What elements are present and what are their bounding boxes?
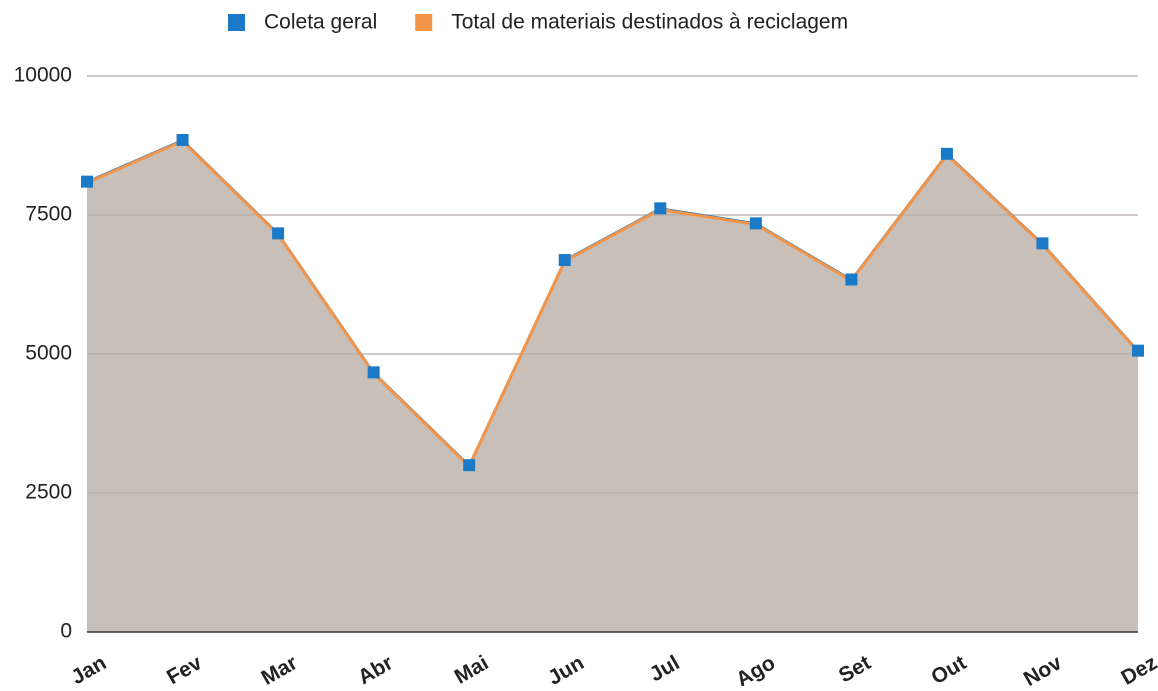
legend-swatch: [415, 14, 433, 31]
x-tick-label: Mai: [451, 651, 493, 686]
marker: [367, 366, 380, 379]
marker: [463, 459, 476, 472]
marker: [81, 175, 93, 188]
x-tick-label: Jun: [544, 651, 588, 686]
legend-label: Coleta geral: [264, 11, 377, 34]
area: [87, 141, 1138, 632]
x-tick-label: Set: [835, 651, 875, 686]
x-tick-label: Nov: [1020, 651, 1066, 686]
y-tick-label: 5000: [25, 342, 72, 365]
x-tick-label: Fev: [163, 651, 206, 686]
marker: [558, 254, 571, 267]
marker: [749, 217, 762, 230]
y-tick-label: 10000: [14, 64, 72, 87]
y-tick-label: 2500: [25, 481, 72, 504]
y-tick-label: 7500: [25, 203, 72, 226]
marker: [1132, 344, 1144, 357]
marker: [940, 147, 953, 160]
line: [86, 139, 1140, 469]
marker: [845, 273, 858, 286]
marker: [176, 133, 189, 146]
legend-swatch: [228, 14, 245, 31]
y-tick-label: 0: [60, 620, 72, 643]
x-tick-label: Dez: [1117, 651, 1158, 686]
x-tick-label: Jul: [646, 651, 684, 686]
x-tick-label: Out: [927, 651, 970, 686]
marker: [654, 202, 667, 215]
x-tick-label: Jan: [67, 651, 110, 686]
x-tick-label: Mar: [258, 651, 302, 686]
x-tick-label: Abr: [354, 651, 397, 686]
marker: [1036, 237, 1049, 250]
x-tick-label: Ago: [732, 651, 779, 686]
legend-label: Total de materiais destinados à reciclag…: [451, 11, 848, 34]
marker: [272, 227, 285, 240]
